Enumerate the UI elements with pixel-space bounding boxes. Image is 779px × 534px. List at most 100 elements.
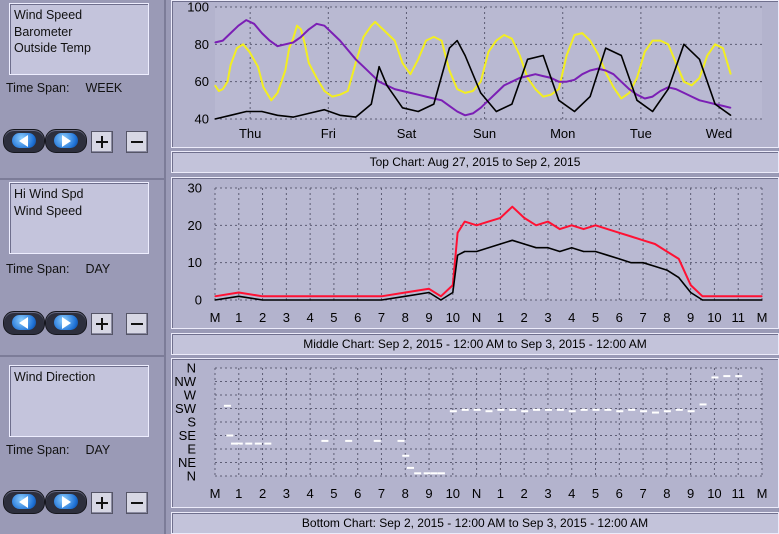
data-point <box>402 454 410 457</box>
data-point <box>230 114 232 116</box>
data-point <box>401 107 404 109</box>
x-tick-label: 9 <box>687 486 694 501</box>
data-point <box>214 295 216 297</box>
data-point <box>430 472 438 475</box>
data-point <box>535 224 537 226</box>
top-forward-button[interactable] <box>45 129 87 153</box>
bottom-zoom-in-button[interactable] <box>91 492 113 514</box>
data-point <box>690 291 692 294</box>
data-point <box>663 410 671 413</box>
data-point <box>683 43 685 45</box>
legend-item: Hi Wind Spd <box>14 187 84 201</box>
data-point <box>362 66 365 68</box>
x-tick-label: 5 <box>330 310 337 325</box>
data-point <box>464 250 466 253</box>
data-point <box>378 81 380 83</box>
data-point <box>357 295 359 297</box>
data-point <box>519 54 521 57</box>
middle-chart-frame: 30 20 10 0 M 1 2 3 4 5 6 7 8 9 10 N 1 2 3 4 5 6 7 8 9 10 11 M <box>171 177 779 329</box>
series-outside-temp <box>214 20 732 102</box>
top-zoom-in-button[interactable] <box>91 131 113 153</box>
data-point <box>581 73 583 75</box>
x-tick-label: 1 <box>497 486 504 501</box>
x-tick-label: 10 <box>446 486 460 501</box>
data-point <box>339 114 341 116</box>
data-point <box>499 217 501 219</box>
data-point <box>292 38 294 40</box>
data-point <box>347 90 349 92</box>
middle-back-button[interactable] <box>3 311 45 335</box>
data-point <box>441 40 443 42</box>
middle-forward-button[interactable] <box>45 311 87 335</box>
y-tick-label: 30 <box>188 181 202 196</box>
data-point <box>394 96 396 98</box>
y-tick-label: NW <box>174 374 196 389</box>
top-back-button[interactable] <box>3 129 45 153</box>
data-point <box>417 94 419 96</box>
x-tick-label: 4 <box>307 486 314 501</box>
x-tick-label: 8 <box>663 310 670 325</box>
data-point <box>347 49 349 51</box>
y-tick-label: 0 <box>195 293 202 308</box>
data-point <box>226 434 234 437</box>
data-point <box>730 114 732 116</box>
data-point <box>713 299 716 301</box>
data-point <box>284 69 286 72</box>
data-point <box>292 116 294 118</box>
data-point <box>761 295 763 297</box>
bottom-chart-controls <box>3 490 163 516</box>
data-point <box>666 250 668 253</box>
top-chart[interactable]: 100 80 60 40 Thu Fri Sat Sun Mon Tue Wed <box>172 0 778 147</box>
data-point <box>218 90 220 92</box>
data-point <box>651 411 659 414</box>
data-point <box>487 221 490 223</box>
data-point <box>461 408 469 411</box>
data-point <box>323 109 325 111</box>
data-point <box>683 92 685 94</box>
plus-icon <box>96 318 108 330</box>
data-point <box>378 66 380 68</box>
data-point <box>308 62 310 64</box>
bottom-forward-button[interactable] <box>45 490 87 514</box>
x-tick-label: M <box>210 310 221 325</box>
x-tick-label: 6 <box>616 486 623 501</box>
y-tick-label: SE <box>179 428 197 443</box>
left-arrow-icon <box>19 496 28 508</box>
bottom-zoom-out-button[interactable] <box>126 492 148 514</box>
data-point <box>701 295 704 297</box>
data-point <box>628 88 630 90</box>
data-point <box>612 73 615 75</box>
data-point <box>235 442 243 445</box>
data-point <box>404 291 406 294</box>
minus-icon <box>131 323 143 325</box>
middle-zoom-out-button[interactable] <box>126 313 148 335</box>
data-point <box>253 23 255 25</box>
data-point <box>606 254 609 256</box>
data-point <box>370 73 372 75</box>
x-tick-label: 5 <box>592 486 599 501</box>
data-point <box>568 410 576 413</box>
x-tick-label: M <box>210 486 221 501</box>
data-point <box>448 47 451 49</box>
data-point <box>309 299 311 301</box>
series-hi-wind-spd <box>214 205 763 298</box>
y-tick-label: N <box>187 469 196 484</box>
data-point <box>630 235 632 238</box>
x-tick-label: N <box>472 310 481 325</box>
data-point <box>701 299 704 301</box>
top-zoom-out-button[interactable] <box>126 131 148 153</box>
data-point <box>238 291 240 294</box>
data-point <box>339 94 341 96</box>
data-point <box>503 34 505 36</box>
data-point <box>261 32 263 34</box>
data-point <box>605 69 607 72</box>
x-tick-label: 8 <box>402 486 409 501</box>
data-point <box>456 110 458 113</box>
x-tick-label: 9 <box>687 310 694 325</box>
bottom-chart-caption: Bottom Chart: Sep 2, 2015 - 12:00 AM to … <box>171 512 779 534</box>
middle-zoom-in-button[interactable] <box>91 313 113 335</box>
data-point <box>394 88 396 90</box>
bottom-back-button[interactable] <box>3 490 45 514</box>
